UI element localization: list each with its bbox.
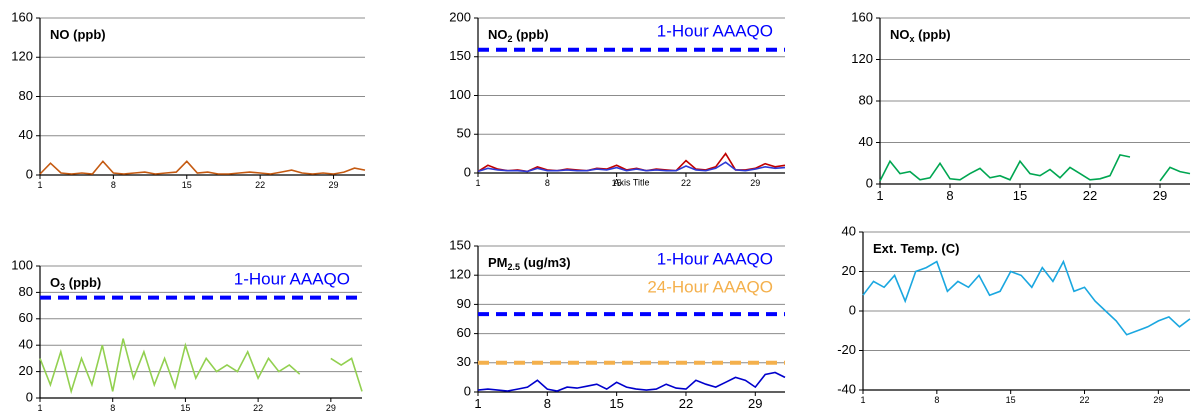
y-tick-label: 80 [859,92,873,107]
y-tick-label: 200 [449,9,471,24]
y-tick-label: 120 [11,49,33,64]
y-tick-label: 40 [842,223,856,238]
title-text: PM [488,255,508,270]
x-tick-label: 15 [612,178,622,188]
y-tick-label: 120 [851,51,873,66]
y-tick-label: 60 [457,325,471,340]
y-tick-label: 50 [457,126,471,141]
chart-title: PM2.5 (ug/m3) [488,255,571,272]
y-tick-label: 80 [19,88,33,103]
y-tick-label: 150 [449,48,471,63]
x-tick-label: 1 [37,180,42,190]
y-tick-label: 160 [851,9,873,24]
x-tick-label: 1 [876,188,883,203]
y-tick-label: 120 [449,267,471,282]
x-tick-label: 8 [545,178,550,188]
chart-title: O3 (ppb) [50,275,101,292]
title-text: O [50,275,60,290]
series-line [477,371,786,392]
title-text: NO [488,27,508,42]
y-tick-label: 40 [859,134,873,149]
series-line [477,161,786,173]
series-line [39,160,366,175]
series-line [477,152,786,173]
y-tick-label: 0 [849,302,856,317]
title-text: NO (ppb) [50,27,106,42]
y-tick-label: 0 [26,389,33,404]
x-tick-label: 15 [1013,188,1027,203]
title-text: (ug/m3) [520,255,571,270]
y-tick-label: 0 [26,166,33,181]
y-tick-label: 20 [19,363,33,378]
title-text: (ppb) [915,27,951,42]
y-tick-label: 30 [457,354,471,369]
y-tick-label: 100 [449,87,471,102]
chart-title: NO2 (ppb) [488,27,549,44]
y-tick-label: 90 [457,296,471,311]
x-tick-label: 8 [544,396,551,411]
series-line [39,338,363,395]
x-tick-label: 8 [110,403,115,413]
y-tick-label: 150 [449,237,471,252]
x-tick-label: 29 [329,180,339,190]
x-axis-title: Axis Title [613,177,649,187]
x-tick-label: 15 [180,403,190,413]
x-tick-label: 1 [474,396,481,411]
y-tick-label: 60 [19,310,33,325]
x-tick-label: 8 [111,180,116,190]
reference-label: 1-Hour AAAQO [657,249,773,268]
series-line [879,153,1191,182]
x-tick-label: 22 [679,396,693,411]
x-tick-label: 22 [1083,188,1097,203]
title-subscript: 2.5 [508,262,521,272]
y-tick-label: 0 [866,175,873,190]
x-tick-label: 1 [475,178,480,188]
chart-title: NOx (ppb) [890,27,951,44]
title-text: (ppb) [65,275,101,290]
series-line [862,259,1191,336]
y-tick-label: 160 [11,9,33,24]
reference-label: 1-Hour AAAQO [234,269,350,288]
reference-label: 24-Hour AAAQO [647,277,773,296]
x-tick-label: 15 [1006,395,1016,405]
y-tick-label: 40 [19,127,33,142]
y-tick-label: 40 [19,337,33,352]
x-tick-label: 15 [182,180,192,190]
title-subscript: 2 [508,34,513,44]
x-tick-label: 8 [934,395,939,405]
y-tick-label: 20 [842,263,856,278]
x-tick-label: 29 [326,403,336,413]
y-tick-label: 100 [11,257,33,272]
title-text: Ext. Temp. (C) [873,241,959,256]
x-tick-label: 29 [1153,395,1163,405]
x-tick-label: 15 [609,396,623,411]
x-tick-label: 22 [681,178,691,188]
x-tick-label: 29 [748,396,762,411]
x-tick-label: 22 [253,403,263,413]
y-tick-label: -20 [837,342,856,357]
y-tick-label: 0 [464,164,471,179]
x-tick-label: 29 [750,178,760,188]
chart-title: NO (ppb) [50,27,106,42]
title-subscript: x [910,34,915,44]
y-tick-label: 80 [19,284,33,299]
x-tick-label: 1 [860,395,865,405]
title-text: NO [890,27,910,42]
x-tick-label: 22 [1080,395,1090,405]
chart-title: Ext. Temp. (C) [873,241,959,256]
x-tick-label: 8 [946,188,953,203]
x-tick-label: 29 [1153,188,1167,203]
y-tick-label: 0 [464,383,471,398]
x-tick-label: 22 [255,180,265,190]
title-text: (ppb) [513,27,549,42]
x-tick-label: 1 [37,403,42,413]
reference-label: 1-Hour AAAQO [657,21,773,40]
y-tick-label: -40 [837,381,856,396]
title-subscript: 3 [60,282,65,292]
